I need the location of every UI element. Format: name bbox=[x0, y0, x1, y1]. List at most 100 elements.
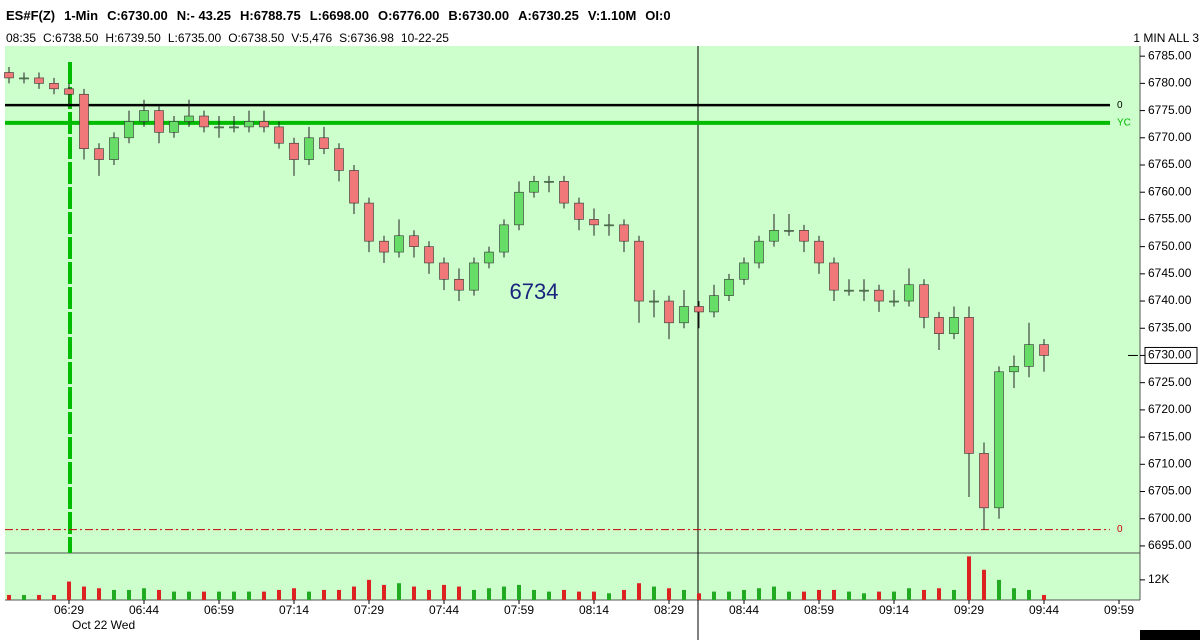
volume-bar bbox=[232, 591, 236, 600]
x-tick-label: 09:14 bbox=[879, 603, 909, 617]
candle-body bbox=[499, 224, 509, 253]
volume-bar bbox=[187, 591, 191, 600]
candle-body bbox=[859, 289, 869, 292]
y-tick-label: 6760.00 bbox=[1148, 184, 1192, 198]
candle-body bbox=[184, 115, 194, 122]
candle-body bbox=[784, 230, 794, 232]
volume-bar bbox=[772, 586, 776, 600]
y-tick-label: 6775.00 bbox=[1148, 103, 1192, 117]
bar-field: C:6738.50 bbox=[43, 31, 99, 45]
candle-body bbox=[19, 77, 29, 80]
y-tick-label: 6735.00 bbox=[1148, 320, 1192, 334]
volume-bar bbox=[307, 591, 311, 600]
y-tick-label: 6705.00 bbox=[1148, 484, 1192, 498]
x-tick-label: 09:29 bbox=[954, 603, 984, 617]
volume-bar bbox=[292, 588, 296, 600]
quote-field: L:6698.00 bbox=[309, 7, 369, 23]
volume-bar bbox=[697, 593, 701, 600]
candle-body bbox=[244, 121, 254, 128]
volume-bar bbox=[1042, 594, 1046, 600]
candle-body bbox=[949, 317, 959, 334]
volume-bar bbox=[517, 584, 521, 600]
candle-body bbox=[874, 289, 884, 302]
volume-bar bbox=[247, 591, 251, 600]
quote-field: O:6776.00 bbox=[377, 7, 440, 23]
bar-field: S:6736.98 bbox=[339, 31, 394, 45]
candle-body bbox=[514, 191, 524, 226]
volume-bar bbox=[982, 569, 986, 600]
candle-body bbox=[679, 306, 689, 324]
volume-bar bbox=[652, 586, 656, 600]
x-tick-label: 09:59 bbox=[1104, 603, 1134, 617]
y-tick-label: 6725.00 bbox=[1148, 375, 1192, 389]
y-tick-label: 6755.00 bbox=[1148, 212, 1192, 226]
volume-bar bbox=[952, 589, 956, 600]
x-tick-label: 06:59 bbox=[204, 603, 234, 617]
candle-body bbox=[154, 110, 164, 133]
volume-bar bbox=[502, 586, 506, 600]
candle-body bbox=[634, 240, 644, 302]
volume-bar bbox=[457, 586, 461, 600]
candle-body bbox=[334, 148, 344, 171]
volume-bar bbox=[757, 588, 761, 600]
volume-bar bbox=[877, 591, 881, 600]
candle-body bbox=[214, 126, 224, 129]
candle-body bbox=[1009, 366, 1019, 373]
annotation: 6734 bbox=[510, 279, 559, 304]
candle-body bbox=[619, 224, 629, 242]
candle-body bbox=[349, 170, 359, 204]
quote-field: C:6730.00 bbox=[107, 7, 168, 23]
volume-bar bbox=[427, 589, 431, 600]
candle-body bbox=[919, 284, 929, 318]
volume-bar bbox=[367, 579, 371, 600]
y-tick-label: 6765.00 bbox=[1148, 157, 1192, 171]
candle-body bbox=[364, 202, 374, 242]
candle-body bbox=[559, 181, 569, 204]
volume-bar bbox=[52, 594, 56, 600]
candle-body bbox=[589, 219, 599, 226]
candle-body bbox=[829, 262, 839, 291]
x-tick-label: 07:29 bbox=[354, 603, 384, 617]
last-price-box bbox=[1144, 346, 1198, 364]
candle-body bbox=[814, 240, 824, 264]
volume-bar bbox=[937, 588, 941, 600]
bar-field: L:6735.00 bbox=[167, 31, 222, 45]
candle-body bbox=[724, 278, 734, 296]
volume-bar bbox=[172, 591, 176, 600]
volume-bar bbox=[157, 589, 161, 600]
volume-bar bbox=[397, 583, 401, 600]
y-tick-label: 6745.00 bbox=[1148, 266, 1192, 280]
quote-field: V:1.10M bbox=[587, 7, 637, 23]
bar-field: O:6738.50 bbox=[228, 31, 285, 45]
y-tick-label: 6740.00 bbox=[1148, 293, 1192, 307]
date-label: Oct 22 Wed bbox=[72, 618, 135, 632]
volume-bar bbox=[787, 591, 791, 600]
candle-body bbox=[4, 72, 14, 79]
volume-bar bbox=[412, 586, 416, 600]
volume-bar bbox=[892, 591, 896, 600]
volume-bar bbox=[322, 589, 326, 600]
candle-body bbox=[979, 453, 989, 509]
volume-bar bbox=[112, 589, 116, 600]
candle-body bbox=[664, 300, 674, 324]
candle-body bbox=[379, 240, 389, 253]
y-tick-label: 6780.00 bbox=[1148, 76, 1192, 90]
volume-bar bbox=[832, 589, 836, 600]
candle-body bbox=[469, 262, 479, 291]
volume-bar bbox=[667, 588, 671, 600]
quote-field: ES#F(Z) bbox=[6, 7, 56, 23]
volume-bar bbox=[817, 589, 821, 600]
y-tick-label: 6720.00 bbox=[1148, 402, 1192, 416]
candle-body bbox=[259, 121, 269, 128]
volume-bar bbox=[802, 591, 806, 600]
volume-bar bbox=[997, 579, 1001, 600]
candle-body bbox=[994, 371, 1004, 509]
candle-body bbox=[409, 235, 419, 247]
volume-bar bbox=[442, 584, 446, 600]
candle-body bbox=[229, 126, 239, 129]
volume-bar bbox=[847, 591, 851, 600]
volume-bar bbox=[922, 589, 926, 600]
candle-body bbox=[1024, 344, 1034, 367]
